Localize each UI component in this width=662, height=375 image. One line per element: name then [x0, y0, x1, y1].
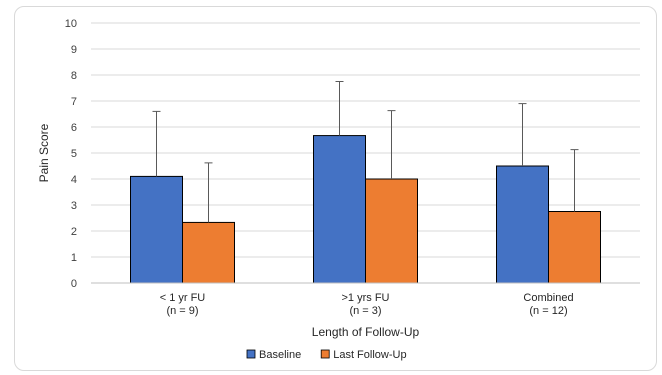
y-tick-label: 3 [71, 200, 77, 212]
bar-baseline [313, 135, 366, 284]
legend-swatch [246, 349, 256, 359]
y-tick-label: 1 [71, 252, 77, 264]
bar-baseline [130, 175, 183, 284]
y-tick-label: 2 [71, 226, 77, 238]
y-axis-title: Pain Score [37, 123, 51, 182]
legend-label: Baseline [259, 349, 301, 361]
y-tick-label: 0 [71, 278, 77, 290]
x-tick-label: >1 yrs FU [342, 292, 390, 304]
x-tick-sample-size: (n = 12) [529, 305, 567, 317]
x-tick-label: Combined [523, 292, 573, 304]
y-tick-label: 5 [71, 148, 77, 160]
x-tick-label: < 1 yr FU [160, 292, 206, 304]
bar-baseline [496, 165, 549, 284]
x-axis-ticks: < 1 yr FU(n = 9) >1 yrs FU(n = 3) Combined… [160, 292, 574, 317]
y-tick-label: 10 [65, 18, 77, 30]
x-axis-title: Length of Follow-Up [312, 325, 420, 339]
y-tick-label: 9 [71, 44, 77, 56]
y-tick-label: 8 [71, 70, 77, 82]
legend-swatch [320, 349, 330, 359]
legend-label: Last Follow-Up [333, 349, 406, 361]
y-axis-ticks: 0 1 2 3 4 5 6 7 8 9 10 [65, 18, 77, 290]
y-tick-label: 7 [71, 96, 77, 108]
x-tick-sample-size: (n = 9) [166, 305, 198, 317]
y-tick-label: 4 [71, 174, 77, 186]
y-tick-label: 6 [71, 122, 77, 134]
bar-last-follow-up [365, 178, 418, 284]
error-bars [152, 81, 579, 223]
x-tick-sample-size: (n = 3) [349, 305, 381, 317]
bar-last-follow-up [548, 211, 601, 284]
bars [130, 135, 601, 284]
chart-frame: 0 1 2 3 4 5 6 7 8 9 10 < 1 yr FU (n = 9) >1 yrs FU (n… [14, 6, 657, 371]
legend: Baseline Last Follow-Up [246, 349, 407, 361]
bar-last-follow-up [182, 221, 235, 284]
